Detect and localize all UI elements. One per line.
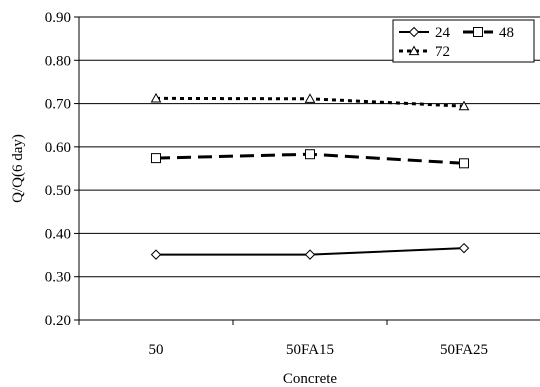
data-point xyxy=(458,100,470,111)
axes: 0.20 0.30 0.40 0.50 0.60 0.70 0.80 0.90 50 50FA15… xyxy=(45,10,488,358)
legend-entry: 24 xyxy=(399,25,451,41)
data-point xyxy=(458,242,470,254)
series-72 xyxy=(150,92,470,111)
legend-marker xyxy=(408,26,420,38)
legend-box xyxy=(392,19,535,63)
legend-label: 24 xyxy=(435,25,451,41)
legend-marker xyxy=(473,27,483,37)
y-tick-label: 0.70 xyxy=(45,97,71,113)
legend-label: 72 xyxy=(435,44,450,60)
y-tick-label: 0.60 xyxy=(45,140,71,156)
y-tick-label: 0.80 xyxy=(45,53,71,69)
legend-label: 48 xyxy=(499,25,514,41)
y-tick-label: 0.30 xyxy=(45,270,71,286)
series-48 xyxy=(151,149,469,169)
legend: 24 48 72 xyxy=(392,19,535,63)
data-point xyxy=(304,249,316,260)
legend-entry: 72 xyxy=(399,44,450,60)
gridlines xyxy=(79,59,540,278)
data-point xyxy=(150,92,162,103)
legend-entry: 48 xyxy=(463,25,514,41)
data-point xyxy=(304,93,316,103)
x-tick-label: 50 xyxy=(149,342,164,358)
plot-area-frame xyxy=(78,16,540,321)
data-point xyxy=(305,149,315,160)
y-tick-label: 0.20 xyxy=(45,313,71,329)
series-24 xyxy=(150,242,470,260)
y-tick-label: 0.50 xyxy=(45,183,71,199)
legend-marker xyxy=(408,45,420,56)
y-tick-label: 0.90 xyxy=(45,10,71,26)
x-axis-title: Concrete xyxy=(283,371,337,387)
x-tick-label: 50FA15 xyxy=(286,342,334,358)
data-point xyxy=(459,158,469,169)
data-point xyxy=(151,153,161,164)
x-tick-label: 50FA25 xyxy=(440,342,488,358)
series-lines xyxy=(150,92,470,260)
y-tick-label: 0.40 xyxy=(45,226,71,242)
data-point xyxy=(150,249,162,260)
y-axis-title: Q/Q(6 day) xyxy=(10,134,26,203)
